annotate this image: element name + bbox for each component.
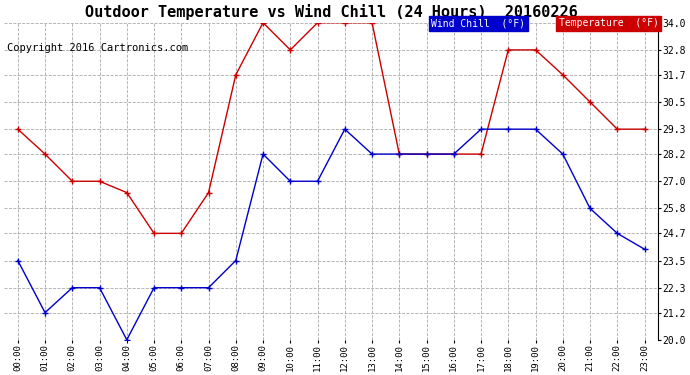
Title: Outdoor Temperature vs Wind Chill (24 Hours)  20160226: Outdoor Temperature vs Wind Chill (24 Ho… xyxy=(85,4,578,20)
Text: Temperature  (°F): Temperature (°F) xyxy=(559,18,659,28)
Text: Copyright 2016 Cartronics.com: Copyright 2016 Cartronics.com xyxy=(7,43,188,52)
Text: Wind Chill  (°F): Wind Chill (°F) xyxy=(431,18,525,28)
